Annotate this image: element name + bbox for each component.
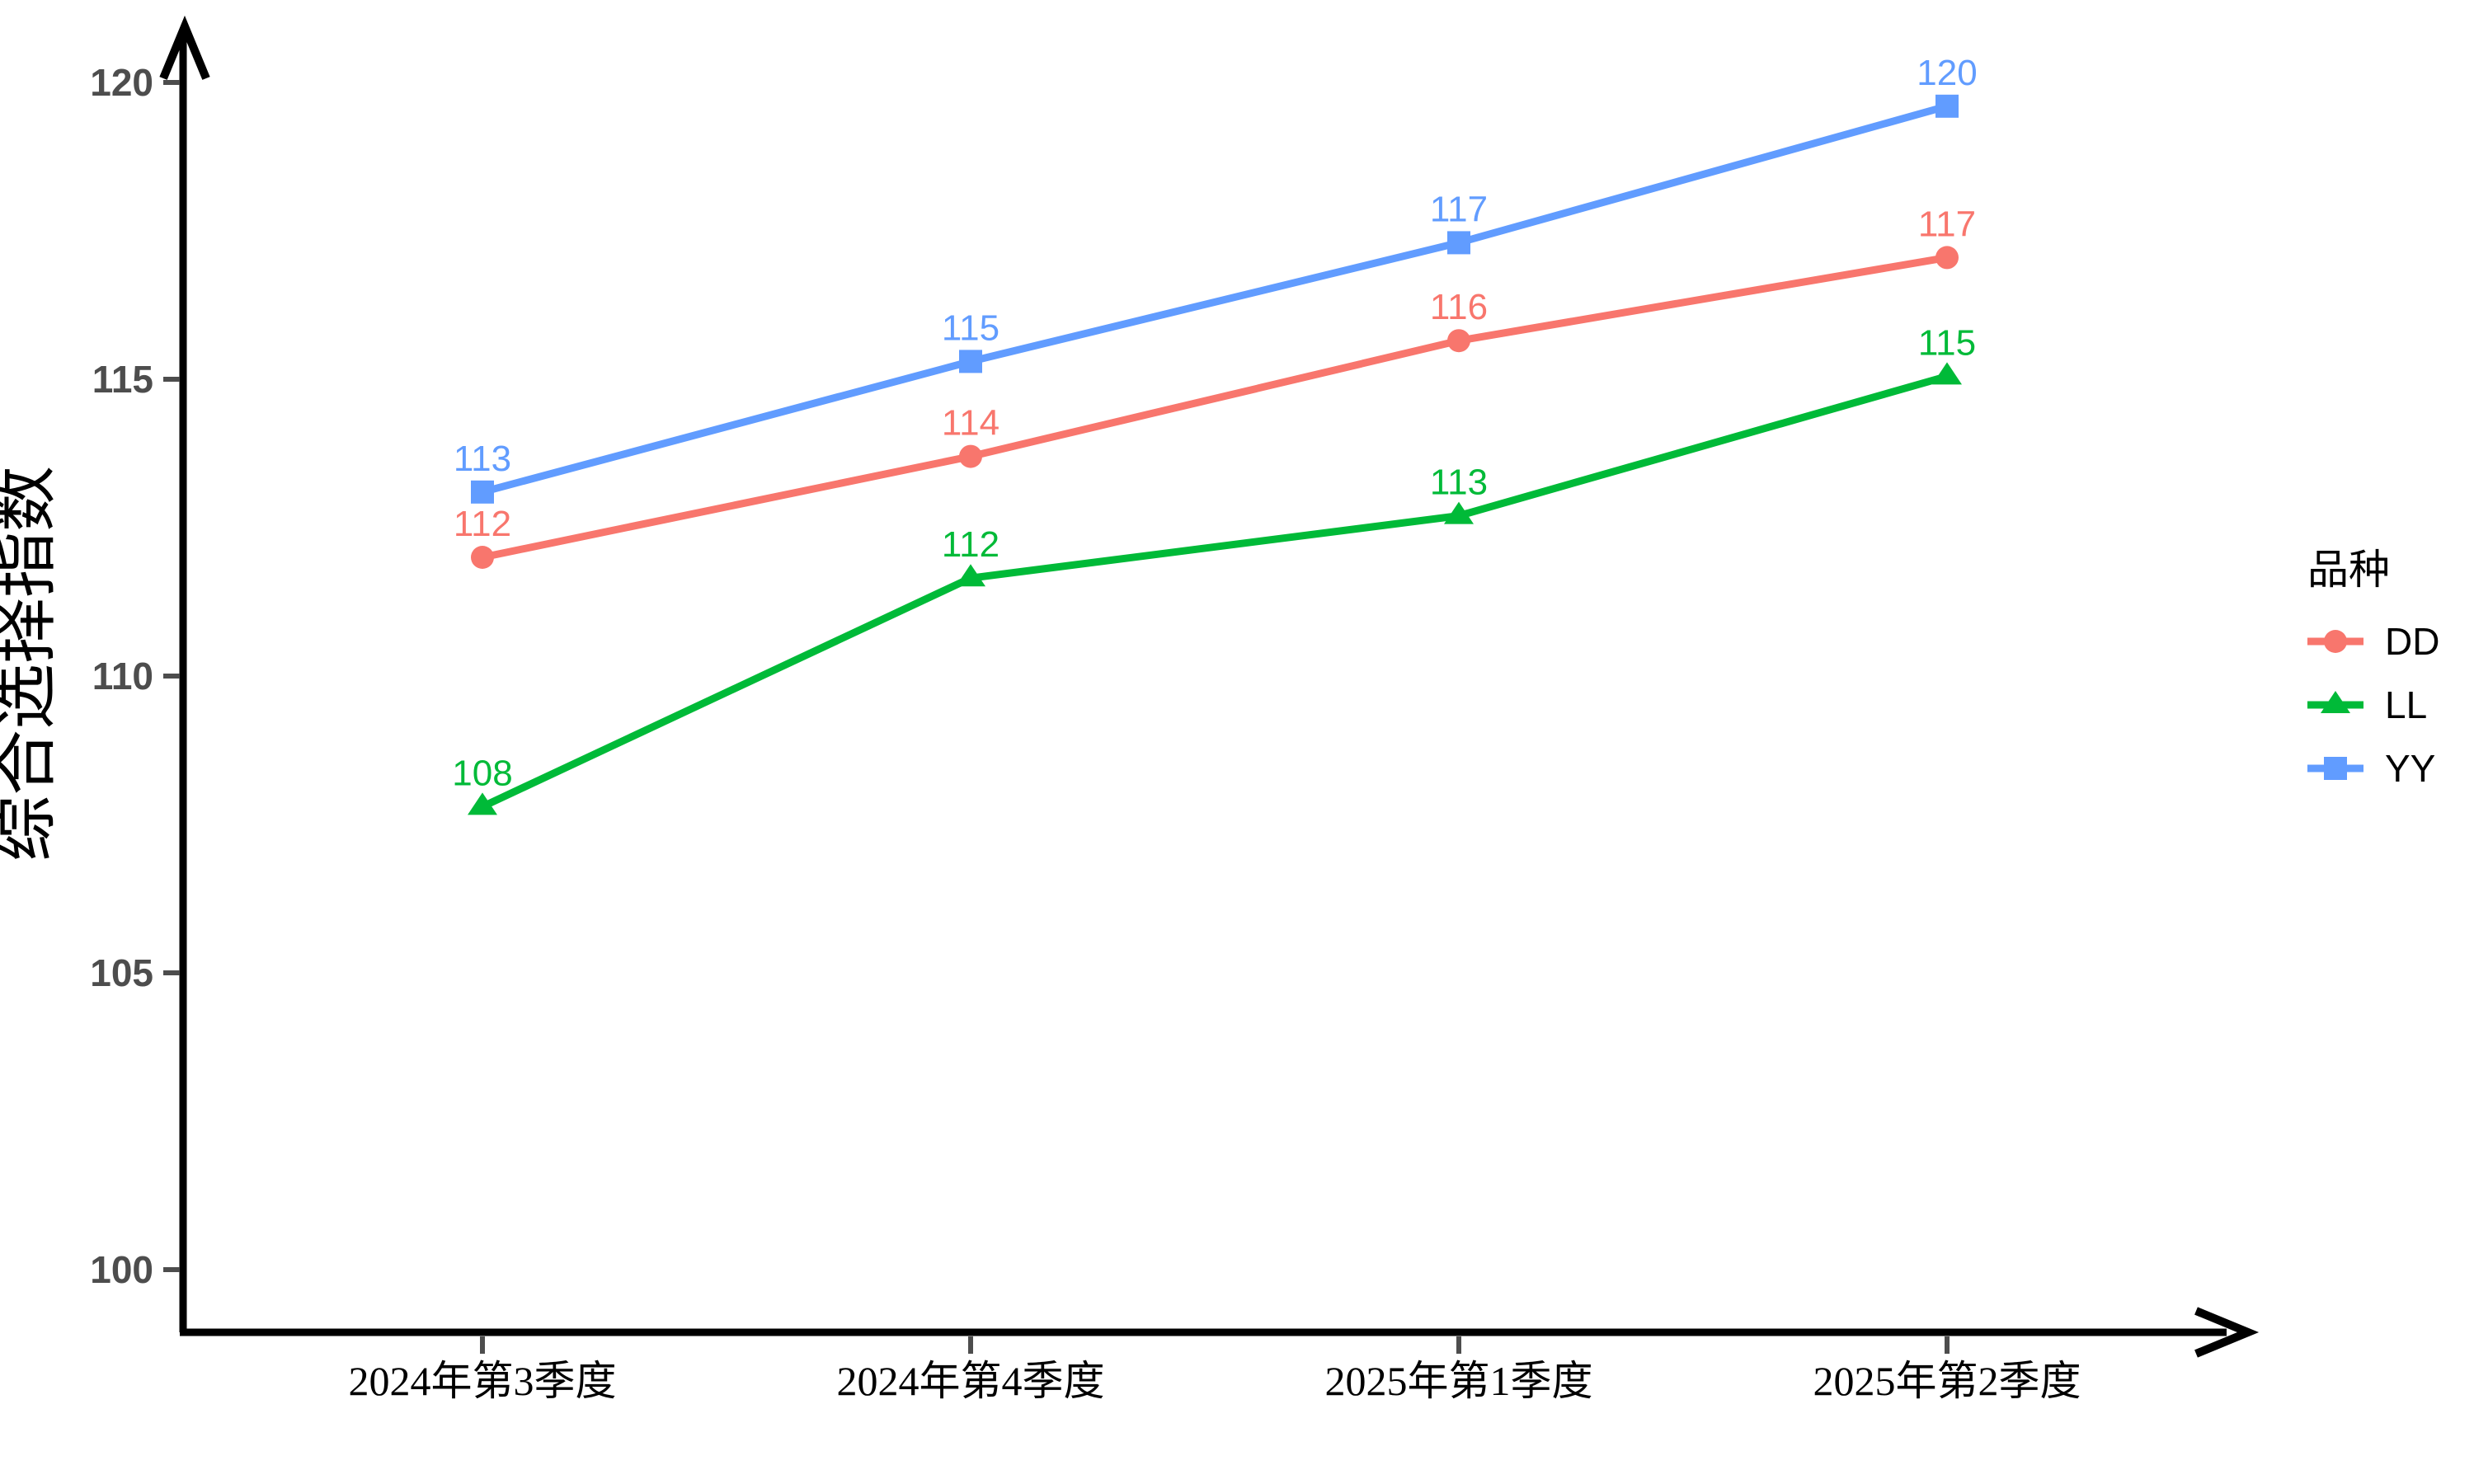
- y-axis-title: 综合选择指数: [0, 466, 63, 862]
- legend-item-label-DD: DD: [2385, 620, 2439, 663]
- y-tick-label: 115: [92, 358, 153, 401]
- triangle-marker-LL: [956, 564, 985, 587]
- circle-marker-DD: [959, 444, 982, 468]
- data-label-LL: 115: [1918, 322, 1976, 363]
- square-marker-YY: [471, 480, 494, 504]
- y-axis-arrow-icon: [159, 15, 210, 80]
- data-label-YY: 113: [454, 439, 511, 479]
- data-label-YY: 115: [942, 308, 999, 348]
- x-axis-arrow-icon: [2194, 1307, 2260, 1358]
- triangle-marker-LL: [1932, 362, 1962, 385]
- square-marker-YY: [1935, 94, 1959, 118]
- legend-item-label-LL: LL: [2385, 683, 2427, 726]
- y-tick-label: 100: [90, 1248, 153, 1291]
- x-tick-label: 2024年第4季度: [837, 1358, 1105, 1404]
- circle-marker-DD: [1935, 246, 1959, 270]
- legend-square-icon-YY: [2324, 757, 2347, 780]
- y-tick-label: 120: [90, 61, 153, 104]
- x-tick-label: 2024年第3季度: [349, 1358, 617, 1404]
- series-line-DD: [478, 253, 1951, 561]
- data-label-LL: 112: [942, 524, 999, 565]
- legend-title: 品种: [2307, 547, 2390, 593]
- x-tick-label: 2025年第1季度: [1325, 1358, 1593, 1404]
- data-label-DD: 114: [942, 403, 999, 444]
- data-label-DD: 117: [1918, 204, 1976, 244]
- legend-circle-icon-DD: [2324, 630, 2347, 653]
- data-label-DD: 112: [454, 504, 511, 544]
- triangle-marker-LL: [1444, 501, 1474, 524]
- data-label-LL: 113: [1430, 463, 1488, 503]
- y-tick-label: 110: [92, 655, 153, 697]
- data-label-DD: 116: [1430, 287, 1488, 327]
- circle-marker-DD: [471, 546, 494, 569]
- x-tick-label: 2025年第2季度: [1813, 1358, 2081, 1404]
- legend-triangle-icon-LL: [2321, 691, 2350, 713]
- triangle-marker-LL: [468, 792, 497, 815]
- square-marker-YY: [959, 350, 982, 373]
- data-label-YY: 117: [1430, 189, 1488, 229]
- y-tick-label: 105: [90, 951, 153, 994]
- data-label-LL: 108: [452, 753, 512, 793]
- data-label-YY: 120: [1917, 53, 1977, 93]
- square-marker-YY: [1447, 231, 1470, 255]
- series-line-LL: [478, 372, 1951, 810]
- circle-marker-DD: [1447, 329, 1470, 353]
- series-line-YY: [478, 102, 1951, 496]
- legend-item-label-YY: YY: [2385, 747, 2435, 790]
